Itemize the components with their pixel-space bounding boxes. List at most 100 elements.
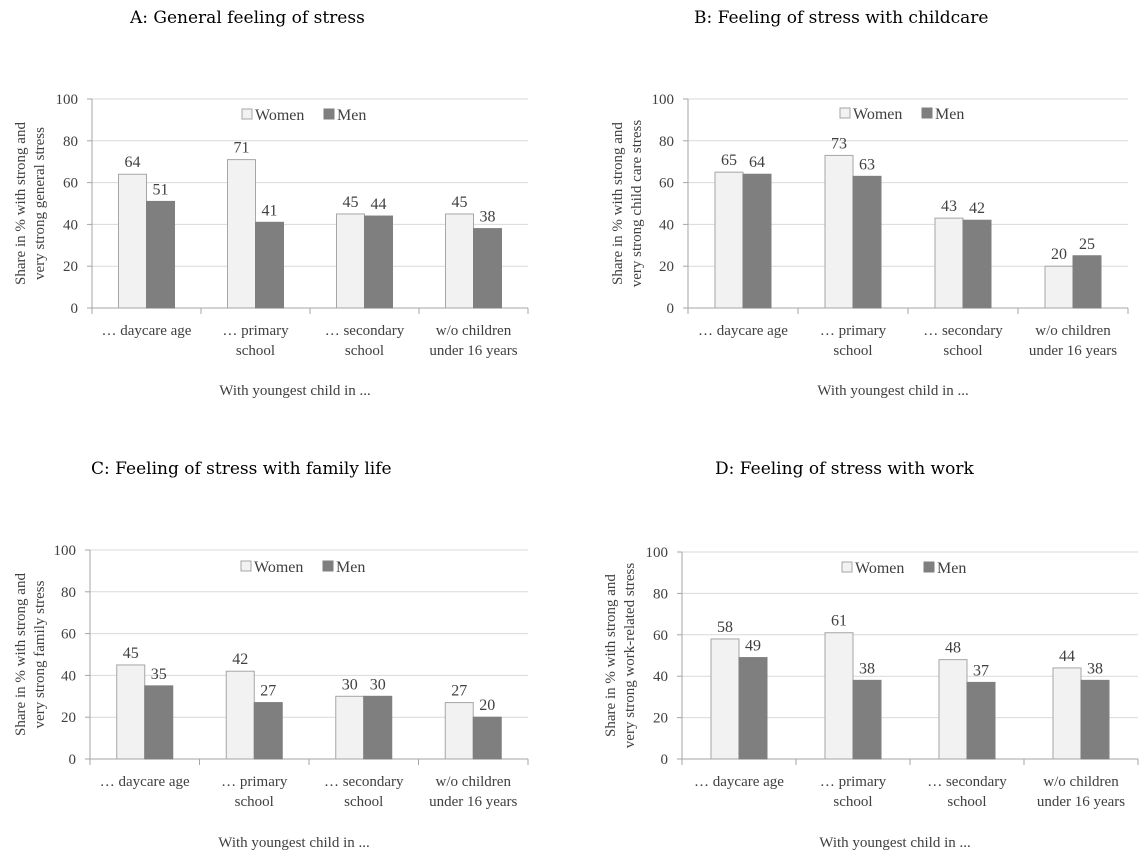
- x-tick-label: … daycare age: [100, 774, 190, 790]
- chart-title: C: Feeling of stress with family life: [91, 459, 392, 479]
- legend-swatch-men: [322, 560, 334, 572]
- y-tick-label: 100: [652, 92, 675, 108]
- x-tick-label: … primary: [820, 774, 887, 790]
- x-tick-label: … primary: [820, 323, 887, 339]
- bar-women: [824, 154, 854, 309]
- data-label: 42: [232, 651, 248, 668]
- legend-label: Men: [336, 559, 365, 576]
- bar-women: [336, 213, 365, 309]
- y-tick-label: 20: [659, 259, 674, 275]
- bar-women: [1044, 265, 1074, 309]
- y-tick-label: 60: [61, 627, 76, 643]
- chart-panel: C: Feeling of stress with family life 0 20…: [13, 459, 529, 851]
- legend-label: Men: [935, 106, 964, 123]
- y-tick-label: 40: [61, 668, 76, 684]
- y-tick-label: 100: [646, 545, 669, 561]
- bar-women: [445, 213, 474, 309]
- y-tick-label: 20: [61, 710, 76, 726]
- bar-women: [444, 702, 474, 760]
- x-tick-label: … primary: [222, 323, 289, 339]
- x-tick-label: under 16 years: [429, 794, 517, 810]
- x-tick-label: under 16 years: [429, 343, 517, 359]
- x-tick-label: … secondary: [927, 774, 1007, 790]
- x-tick-label: school: [943, 343, 982, 359]
- data-label: 49: [745, 638, 761, 655]
- y-tick-label: 100: [56, 92, 79, 108]
- y-tick-label: 40: [659, 217, 674, 233]
- x-tick-label: … secondary: [324, 774, 404, 790]
- bar-men: [738, 657, 768, 760]
- x-tick-label: … secondary: [923, 323, 1003, 339]
- bar-men: [253, 702, 283, 760]
- chart-title: B: Feeling of stress with childcare: [694, 8, 989, 28]
- y-axis-label: Share in % with strong and: [610, 122, 626, 285]
- data-label: 27: [451, 683, 467, 700]
- bar-men: [852, 679, 882, 760]
- data-label: 30: [370, 676, 386, 693]
- legend-swatch-men: [323, 108, 335, 120]
- data-label: 61: [831, 613, 847, 630]
- x-tick-label: … primary: [221, 774, 288, 790]
- bar-men: [473, 228, 502, 309]
- y-tick-label: 80: [61, 585, 76, 601]
- data-label: 64: [749, 154, 765, 171]
- legend-label: Women: [254, 559, 303, 576]
- chart-panel: D: Feeling of stress with work 0 20 40 60 80 1…: [603, 459, 1139, 851]
- legend-label: Men: [337, 107, 366, 124]
- legend-swatch-men: [921, 107, 933, 119]
- bar-women: [227, 159, 256, 309]
- x-tick-label: school: [235, 794, 274, 810]
- bar-men: [144, 685, 174, 760]
- data-label: 41: [262, 202, 278, 219]
- data-label: 64: [125, 154, 141, 171]
- data-label: 44: [1059, 648, 1075, 665]
- x-axis-label: With youngest child in ...: [219, 383, 370, 399]
- data-label: 27: [260, 683, 276, 700]
- chart-panel: B: Feeling of stress with childcare 0 20 40…: [610, 8, 1129, 399]
- y-axis-label: Share in % with strong and: [13, 122, 29, 285]
- y-tick-label: 0: [69, 752, 77, 768]
- bar-women: [824, 632, 854, 760]
- data-label: 38: [1087, 660, 1103, 677]
- x-tick-label: … daycare age: [102, 323, 192, 339]
- data-label: 42: [969, 200, 985, 217]
- y-tick-label: 60: [63, 176, 78, 192]
- x-tick-label: school: [236, 343, 275, 359]
- legend-swatch-men: [923, 561, 935, 573]
- y-axis-label: very strong child care stress: [629, 120, 645, 288]
- bar-men: [966, 681, 996, 760]
- data-label: 25: [1079, 236, 1095, 253]
- y-axis-label: Share in % with strong and: [603, 574, 619, 737]
- x-axis-label: With youngest child in ...: [218, 835, 369, 851]
- bar-men: [363, 695, 393, 760]
- x-tick-label: w/o children: [436, 774, 512, 790]
- y-tick-label: 80: [659, 134, 674, 150]
- legend-label: Women: [855, 560, 904, 577]
- legend-swatch-women: [839, 107, 851, 119]
- y-tick-label: 40: [653, 669, 668, 685]
- y-tick-label: 0: [71, 301, 79, 317]
- data-label: 71: [234, 140, 250, 157]
- bar-men: [1080, 679, 1110, 760]
- x-tick-label: school: [833, 343, 872, 359]
- x-tick-label: w/o children: [1035, 323, 1111, 339]
- legend-label: Men: [937, 560, 966, 577]
- y-axis-label: Share in % with strong and: [13, 573, 29, 736]
- data-label: 30: [342, 676, 358, 693]
- bar-women: [116, 664, 146, 760]
- x-tick-label: under 16 years: [1029, 343, 1117, 359]
- bar-women: [335, 695, 365, 760]
- data-label: 45: [452, 194, 468, 211]
- chart-title: A: General feeling of stress: [129, 8, 365, 28]
- x-tick-label: school: [833, 794, 872, 810]
- data-label: 43: [941, 198, 957, 215]
- data-label: 63: [859, 156, 875, 173]
- x-tick-label: … secondary: [325, 323, 405, 339]
- bar-men: [742, 173, 772, 309]
- data-label: 37: [973, 662, 989, 679]
- y-tick-label: 0: [667, 301, 675, 317]
- data-label: 45: [343, 194, 359, 211]
- y-axis-label: very strong work-related stress: [622, 563, 638, 749]
- bar-women: [714, 171, 744, 309]
- data-label: 38: [859, 660, 875, 677]
